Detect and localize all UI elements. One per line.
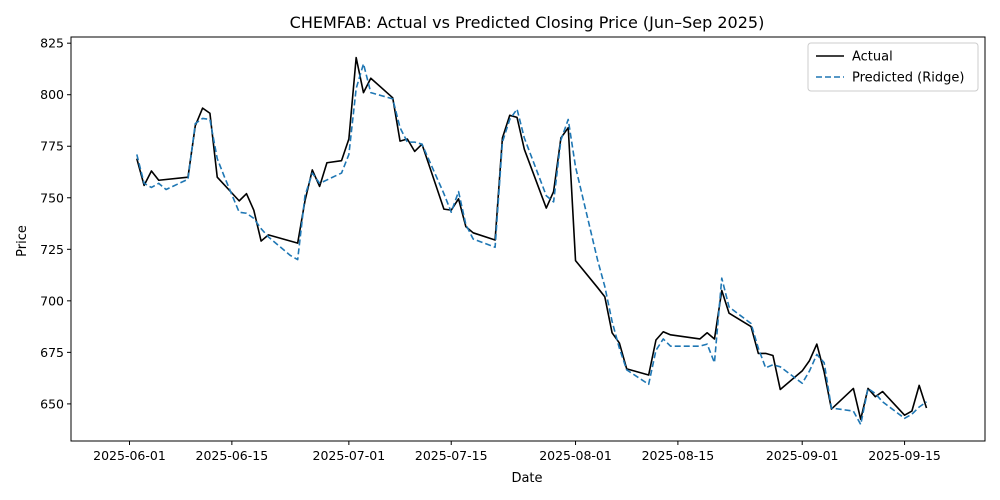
x-tick-label: 2025-07-15 (415, 448, 488, 463)
x-tick-label: 2025-09-01 (766, 448, 839, 463)
y-tick-label: 800 (40, 87, 64, 102)
legend: Actual Predicted (Ridge) (807, 42, 979, 92)
legend-box (807, 42, 979, 92)
y-tick-label: 725 (40, 242, 64, 257)
legend-label-predicted: Predicted (Ridge) (852, 71, 964, 86)
x-tick-label: 2025-06-15 (196, 448, 269, 463)
plot-area (136, 56, 928, 426)
series-line-actual (136, 56, 928, 421)
y-tick-label: 650 (40, 396, 64, 411)
y-axis-label: Price (15, 225, 30, 257)
x-tick-label: 2025-08-01 (539, 448, 612, 463)
y-tick-label: 825 (40, 36, 64, 51)
y-tick-label: 775 (40, 139, 64, 154)
x-axis-label: Date (511, 471, 542, 486)
x-tick-label: 2025-06-01 (93, 448, 166, 463)
x-tick-label: 2025-07-01 (313, 448, 386, 463)
x-tick-label: 2025-08-15 (642, 448, 715, 463)
legend-label-actual: Actual (852, 50, 893, 65)
x-tick-label: 2025-09-15 (868, 448, 941, 463)
y-tick-label: 700 (40, 293, 64, 308)
y-tick-label: 750 (40, 190, 64, 205)
plot-frame (70, 36, 986, 442)
chart-title: CHEMFAB: Actual vs Predicted Closing Pri… (290, 13, 765, 32)
y-tick-label: 675 (40, 345, 64, 360)
series-line-predicted (136, 62, 927, 426)
axes: 2025-06-01 2025-06-15 2025-07-01 2025-07-15… (40, 36, 986, 463)
